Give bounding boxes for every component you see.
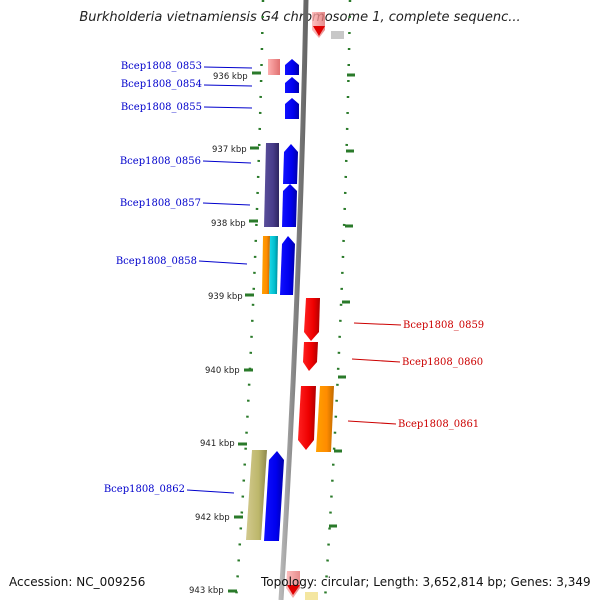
gene-label-0859[interactable]: Bcep1808_0859 <box>403 320 484 331</box>
gene-glyph-0858-b <box>269 236 278 294</box>
gene-label-0861[interactable]: Bcep1808_0861 <box>398 419 479 430</box>
gene-labels: Bcep1808_0853 Bcep1808_0854 Bcep1808_085… <box>104 61 484 495</box>
gene-glyph-0861-a <box>298 386 316 450</box>
gene-label-0853[interactable]: Bcep1808_0853 <box>121 61 202 72</box>
tick-label-938: 938 kbp <box>211 219 246 229</box>
gene-label-0862[interactable]: Bcep1808_0862 <box>104 484 185 495</box>
gene-glyph-0857 <box>282 184 297 227</box>
gene-glyph-0853-b <box>285 59 299 75</box>
gene-glyph-0862-a <box>246 450 267 540</box>
gene-glyph-0853-a <box>268 59 280 75</box>
gene-glyph-0856-b <box>283 144 298 184</box>
kbp-tick-labels: 936 kbp 937 kbp 938 kbp 939 kbp 940 kbp … <box>189 72 248 596</box>
gene-glyphs <box>246 59 334 600</box>
gene-glyph-0860 <box>303 342 318 371</box>
gene-label-0857[interactable]: Bcep1808_0857 <box>120 198 201 209</box>
tick-label-939: 939 kbp <box>208 292 243 302</box>
tick-label-936: 936 kbp <box>213 72 248 82</box>
tick-label-937: 937 kbp <box>212 145 247 155</box>
gene-label-0858[interactable]: Bcep1808_0858 <box>116 256 197 267</box>
tick-label-941: 941 kbp <box>200 439 235 449</box>
tick-label-942: 942 kbp <box>195 513 230 523</box>
map-title: Burkholderia vietnamiensis G4 chromosome… <box>79 10 521 25</box>
accession-text: Accession: NC_009256 <box>9 575 146 589</box>
gene-glyph-0859 <box>304 298 320 341</box>
top-partial-features <box>312 12 344 39</box>
topology-text: Topology: circular; Length: 3,652,814 bp… <box>261 575 591 589</box>
gene-glyph-0856-a <box>264 143 279 227</box>
kbp-tick-marks <box>228 71 261 593</box>
leader-lines <box>186 66 402 494</box>
gene-glyph-0854 <box>285 77 299 93</box>
gene-glyph-0858-a <box>262 236 270 294</box>
gene-label-0855[interactable]: Bcep1808_0855 <box>121 102 202 113</box>
gene-glyph-0855 <box>285 98 299 119</box>
tick-label-943: 943 kbp <box>189 586 224 596</box>
gene-label-0856[interactable]: Bcep1808_0856 <box>120 156 201 167</box>
tick-label-940: 940 kbp <box>205 366 240 376</box>
gene-glyph-0861-b <box>316 386 334 452</box>
chromosome-backbone <box>278 0 309 600</box>
right-tick-marks <box>329 73 355 528</box>
gene-label-0860[interactable]: Bcep1808_0860 <box>402 357 483 368</box>
right-strand-guide <box>323 0 352 600</box>
gene-label-0854[interactable]: Bcep1808_0854 <box>121 79 202 90</box>
gene-glyph-0858-c <box>280 236 295 295</box>
gene-glyph-0862-b <box>264 451 284 541</box>
